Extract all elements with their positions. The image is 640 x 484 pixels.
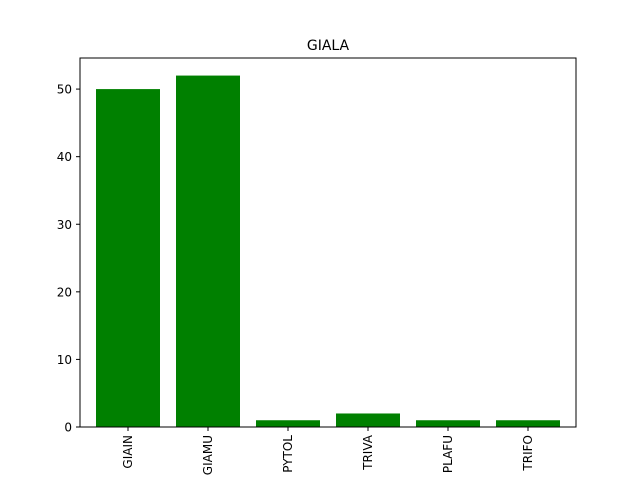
y-tick-label: 0	[64, 421, 72, 435]
x-tick-label: TRIVA	[361, 434, 375, 471]
bar-trifo	[496, 420, 560, 427]
y-tick-label: 10	[57, 353, 72, 367]
y-tick-label: 50	[57, 83, 72, 97]
plot-frame	[79, 57, 577, 428]
bar-triva	[336, 413, 400, 427]
y-tick-label: 40	[57, 150, 72, 164]
x-tick-label: PYTOL	[281, 435, 295, 473]
chart-title: GIALA	[307, 38, 350, 54]
x-axis: GIAIN GIAMU PYTOL TRIVA PLAFU TRIFO	[121, 427, 535, 475]
bar-pytol	[256, 420, 320, 427]
x-tick-label: PLAFU	[441, 435, 455, 473]
y-tick-label: 20	[57, 285, 72, 299]
bars-layer	[96, 75, 560, 427]
x-tick-label: TRIFO	[521, 435, 535, 472]
bar-plafu	[416, 420, 480, 427]
y-axis: 0 10 20 30 40 50	[57, 83, 80, 435]
bar-giain	[96, 89, 160, 427]
x-tick-label: GIAIN	[121, 435, 135, 469]
x-tick-label: GIAMU	[201, 435, 215, 475]
bar-giamu	[176, 75, 240, 427]
y-tick-label: 30	[57, 218, 72, 232]
